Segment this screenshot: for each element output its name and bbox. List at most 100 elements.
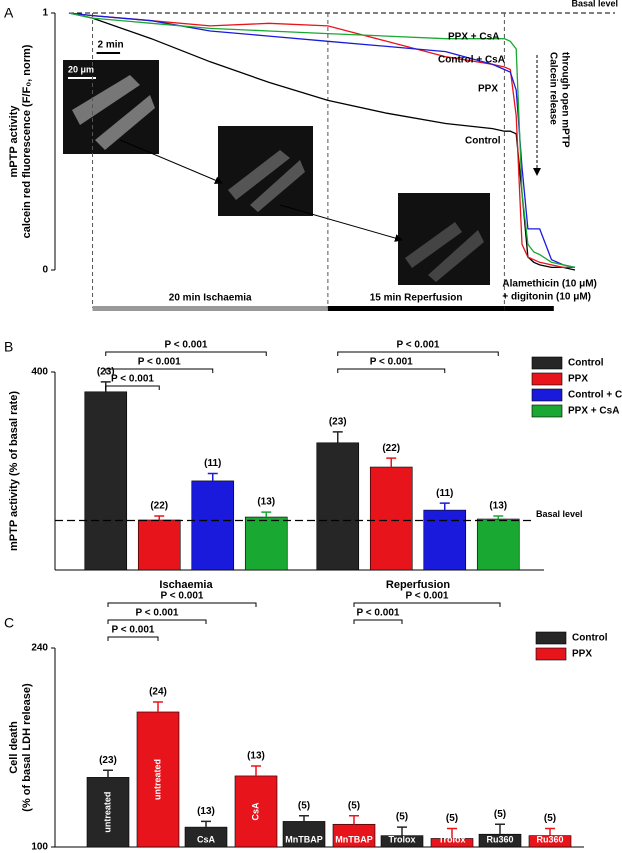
line-series xyxy=(68,12,575,269)
error-bar xyxy=(386,457,397,468)
n-label: (13) xyxy=(247,751,265,762)
legend-swatch xyxy=(535,647,567,661)
bar xyxy=(316,442,360,571)
significance-bracket xyxy=(337,351,499,356)
phase-label: Alamethicin (10 μM) xyxy=(502,279,596,290)
panel-letter: C xyxy=(4,615,14,631)
error-bar xyxy=(251,765,261,776)
y-axis-label: calcein red fluorescence (F/F₀, norm) xyxy=(21,44,33,238)
legend-swatch xyxy=(531,388,563,402)
legend-label: Control xyxy=(568,358,604,369)
phase-bar xyxy=(504,306,554,311)
y-tick-label: 400 xyxy=(31,367,48,378)
error-bar xyxy=(201,820,211,828)
x-tick-label: Reperfusion xyxy=(386,579,450,591)
panel-letter: B xyxy=(4,339,13,355)
n-label: (13) xyxy=(489,501,507,512)
bar-label: untreated xyxy=(152,759,162,800)
significance-bracket xyxy=(105,351,267,356)
bar xyxy=(84,391,128,571)
y-tick-label: 240 xyxy=(31,643,48,654)
phase-label: 20 min Ischaemia xyxy=(169,293,252,304)
bar xyxy=(369,466,413,571)
bar xyxy=(423,509,467,571)
y-axis-label: mPTP activity (% of basal rate) xyxy=(8,391,20,551)
y-axis-label: mPTP activity xyxy=(8,105,20,178)
significance-bracket xyxy=(107,602,257,607)
bar xyxy=(136,711,180,848)
n-label: (5) xyxy=(396,812,408,823)
error-bar xyxy=(495,823,505,835)
series-label: PPX xyxy=(478,84,498,95)
significance-label: P < 0.001 xyxy=(165,340,208,351)
significance-label: P < 0.001 xyxy=(111,374,154,385)
n-label: (5) xyxy=(298,800,310,811)
significance-bracket xyxy=(353,602,501,607)
error-bar xyxy=(447,827,457,839)
scale-bar-label: 2 min xyxy=(98,40,124,51)
n-label: (5) xyxy=(544,813,556,824)
annotation: Calcein release xyxy=(547,52,558,125)
x-tick-label: Ischaemia xyxy=(159,579,213,591)
significance-label: P < 0.001 xyxy=(406,591,449,602)
significance-bracket xyxy=(337,368,446,373)
legend-label: PPX xyxy=(572,649,592,660)
n-label: (24) xyxy=(149,687,167,698)
significance-label: P < 0.001 xyxy=(370,357,413,368)
y-tick-label: 100 xyxy=(31,842,48,853)
phase-label: + digitonin (10 μM) xyxy=(502,292,591,303)
legend-swatch xyxy=(531,356,563,370)
bar-label: Trolox xyxy=(388,834,415,844)
error-bar xyxy=(299,814,309,822)
error-bar xyxy=(545,827,555,836)
error-bar xyxy=(207,472,218,481)
bar xyxy=(137,519,181,571)
phase-label: 15 min Reperfusion xyxy=(370,293,463,304)
legend-label: Control + CsA xyxy=(568,390,622,401)
bar xyxy=(282,821,326,848)
n-label: (22) xyxy=(382,443,400,454)
bar-label: Ru360 xyxy=(486,834,513,844)
n-label: (5) xyxy=(348,800,360,811)
y-axis-label: (% of basal LDH release) xyxy=(21,683,33,812)
legend-swatch xyxy=(531,372,563,386)
error-bar xyxy=(153,701,163,712)
bar-label: Trolox xyxy=(438,834,465,844)
series-label: Control + CsA xyxy=(438,55,505,66)
y-tick-label: 1 xyxy=(42,8,48,19)
bar-label: untreated xyxy=(102,792,112,833)
significance-label: P < 0.001 xyxy=(161,591,204,602)
bar-label: MnTBAP xyxy=(285,834,323,844)
error-bar xyxy=(332,431,343,443)
image-scale-label: 20 μm xyxy=(68,64,94,74)
n-label: (13) xyxy=(257,497,275,508)
annotation: through open mPTP xyxy=(559,52,570,148)
bar-label: MnTBAP xyxy=(335,834,373,844)
series-label: PPX + CsA xyxy=(448,32,499,43)
legend-label: PPX xyxy=(568,374,588,385)
error-bar xyxy=(261,511,272,518)
error-bar xyxy=(493,515,504,520)
significance-bracket xyxy=(107,636,159,641)
cell-images xyxy=(63,60,490,285)
phase-bar xyxy=(92,306,328,311)
n-label: (11) xyxy=(436,488,453,499)
line-series xyxy=(68,12,576,269)
line-series xyxy=(68,12,576,269)
bar xyxy=(191,480,235,571)
significance-bracket xyxy=(107,619,207,624)
significance-label: P < 0.001 xyxy=(138,357,181,368)
bar-label: CsA xyxy=(250,802,260,821)
legend-swatch xyxy=(531,404,563,418)
legend-swatch xyxy=(535,631,567,645)
bar-label: Ru360 xyxy=(536,834,563,844)
series-label: Control xyxy=(465,136,501,147)
legend-label: PPX + CsA xyxy=(568,406,619,417)
y-axis-label: Cell death xyxy=(8,721,20,774)
panel-letter: A xyxy=(4,5,14,21)
y-tick-label: 0 xyxy=(42,265,48,276)
legend-label: Control xyxy=(572,633,608,644)
bar xyxy=(234,775,278,848)
significance-label: P < 0.001 xyxy=(357,608,400,619)
